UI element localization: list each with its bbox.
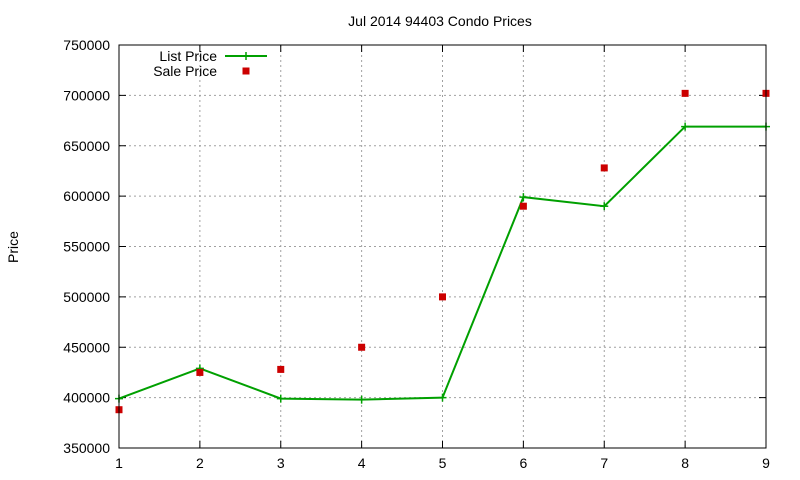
x-tick-label: 6 <box>519 455 527 471</box>
y-tick-label: 700000 <box>63 87 110 103</box>
chart-title: Jul 2014 94403 Condo Prices <box>348 13 532 29</box>
x-tick-label: 3 <box>277 455 285 471</box>
x-tick-label: 5 <box>439 455 447 471</box>
x-tick-label: 9 <box>762 455 770 471</box>
sale-price-point <box>519 202 527 210</box>
x-tick-label: 2 <box>196 455 204 471</box>
sale-price-point <box>358 343 366 351</box>
y-tick-label: 350000 <box>63 440 110 456</box>
y-tick-label: 650000 <box>63 138 110 154</box>
list-price-point <box>681 122 690 131</box>
y-tick-label: 400000 <box>63 390 110 406</box>
x-tick-label: 8 <box>681 455 689 471</box>
list-price-point <box>276 394 285 403</box>
y-tick-label: 750000 <box>63 37 110 53</box>
legend-cross-swatch <box>242 52 250 60</box>
x-tick-label: 1 <box>115 455 123 471</box>
x-tick-label: 4 <box>358 455 366 471</box>
sale-price-point <box>439 293 446 301</box>
plot-frame <box>118 44 767 449</box>
y-tick-label: 550000 <box>63 239 110 255</box>
sale-price-point <box>196 368 204 376</box>
y-tick-label: 450000 <box>63 339 110 355</box>
axis-ticks: 350000 400000 450000 500000 550000 600000 6500… <box>63 37 770 471</box>
list-price-point <box>438 393 447 402</box>
sale-price-point <box>277 365 285 373</box>
legend-label: List Price <box>159 48 217 64</box>
legend-label: Sale Price <box>153 63 217 79</box>
legend-square-swatch <box>242 67 250 75</box>
grid <box>119 45 766 448</box>
list-price-point <box>519 193 528 202</box>
x-tick-label: 7 <box>600 455 608 471</box>
y-tick-label: 500000 <box>63 289 110 305</box>
y-tick-label: 600000 <box>63 188 110 204</box>
y-axis-label: Price <box>5 231 21 263</box>
list-price-point <box>600 202 609 211</box>
list-price-point <box>357 395 366 404</box>
sale-price-point <box>681 89 689 97</box>
sale-price-point <box>600 164 608 172</box>
